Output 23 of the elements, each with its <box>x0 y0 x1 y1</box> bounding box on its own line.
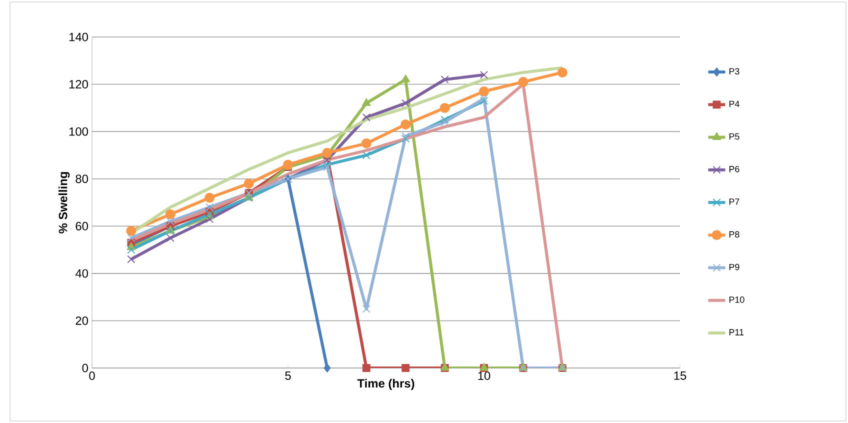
x-tick-label: 5 <box>285 372 291 380</box>
y-tick-label: 80 <box>76 174 88 184</box>
legend-label: P11 <box>729 329 744 336</box>
x-tick-label: 0 <box>89 372 95 380</box>
y-tick-label: 0 <box>82 364 88 372</box>
y-tick-label: 20 <box>76 316 88 325</box>
legend-label: P8 <box>729 231 740 238</box>
y-tick-label: 120 <box>69 80 88 89</box>
y-tick-label: 140 <box>69 32 88 42</box>
legend-label: P7 <box>729 198 740 205</box>
legend-label: P4 <box>729 100 740 107</box>
legend-label: P9 <box>729 264 740 270</box>
legend-label: P10 <box>729 296 744 303</box>
legend-label: P6 <box>729 166 740 172</box>
x-axis-title: Time (hrs) <box>357 378 414 390</box>
legend-label: P5 <box>729 133 740 140</box>
y-tick-label: 100 <box>69 127 88 136</box>
y-tick-label: 60 <box>76 222 88 230</box>
legend-label: P3 <box>729 68 740 75</box>
x-tick-label: 10 <box>478 372 490 380</box>
y-axis-title: % Swelling <box>58 172 70 234</box>
y-tick-label: 40 <box>75 269 88 278</box>
x-tick-label: 15 <box>674 372 686 380</box>
